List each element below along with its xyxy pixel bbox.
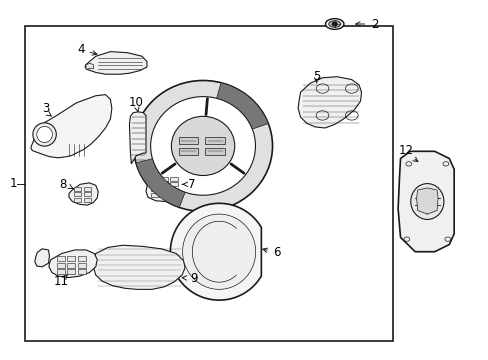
Polygon shape xyxy=(136,159,185,207)
Bar xyxy=(83,192,91,196)
Bar xyxy=(160,182,168,186)
Bar xyxy=(160,188,168,192)
Bar xyxy=(74,198,81,202)
Polygon shape xyxy=(170,203,261,300)
Ellipse shape xyxy=(325,19,343,30)
Polygon shape xyxy=(298,77,361,128)
Bar xyxy=(57,263,64,267)
Bar xyxy=(78,269,86,274)
Bar xyxy=(151,177,158,181)
Bar xyxy=(78,256,86,261)
Bar xyxy=(178,136,198,144)
Text: 2: 2 xyxy=(370,18,378,31)
Bar xyxy=(151,188,158,192)
Bar xyxy=(160,177,168,181)
Ellipse shape xyxy=(328,21,340,27)
Text: 4: 4 xyxy=(77,42,85,55)
Circle shape xyxy=(331,22,336,26)
Polygon shape xyxy=(146,175,185,202)
Bar xyxy=(67,256,75,261)
Bar xyxy=(67,263,75,267)
Bar xyxy=(57,256,64,261)
Text: 8: 8 xyxy=(59,178,66,191)
Polygon shape xyxy=(86,63,93,69)
Text: 12: 12 xyxy=(398,144,413,157)
Text: 6: 6 xyxy=(272,246,280,259)
Polygon shape xyxy=(216,83,268,129)
Polygon shape xyxy=(69,183,98,205)
Bar xyxy=(151,182,158,186)
Polygon shape xyxy=(49,250,97,278)
Bar xyxy=(25,26,392,341)
Polygon shape xyxy=(397,151,453,252)
Polygon shape xyxy=(93,245,184,289)
Text: 7: 7 xyxy=(188,178,196,191)
Ellipse shape xyxy=(33,123,56,146)
Ellipse shape xyxy=(171,116,234,176)
Bar xyxy=(151,193,158,197)
Bar xyxy=(83,198,91,202)
Bar xyxy=(205,148,224,154)
Bar xyxy=(74,192,81,196)
Text: 5: 5 xyxy=(312,70,320,83)
Polygon shape xyxy=(416,188,437,214)
Polygon shape xyxy=(182,214,255,289)
Bar xyxy=(205,136,224,144)
Ellipse shape xyxy=(410,184,443,220)
Text: 11: 11 xyxy=(54,275,69,288)
Bar xyxy=(170,188,178,192)
Ellipse shape xyxy=(150,96,255,195)
Bar xyxy=(83,187,91,191)
Bar xyxy=(170,193,178,197)
Polygon shape xyxy=(85,51,147,74)
Bar xyxy=(170,182,178,186)
Bar xyxy=(160,193,168,197)
Polygon shape xyxy=(35,249,49,267)
Bar xyxy=(170,177,178,181)
Polygon shape xyxy=(31,95,112,158)
Text: 9: 9 xyxy=(189,272,197,285)
Bar xyxy=(57,269,64,274)
Ellipse shape xyxy=(133,81,272,211)
Polygon shape xyxy=(129,112,146,164)
Text: 1: 1 xyxy=(10,177,17,190)
Bar xyxy=(67,269,75,274)
Text: 3: 3 xyxy=(42,103,49,116)
Bar xyxy=(78,263,86,267)
Text: 10: 10 xyxy=(128,96,143,109)
Bar xyxy=(74,187,81,191)
Ellipse shape xyxy=(37,126,52,143)
Bar xyxy=(178,148,198,154)
